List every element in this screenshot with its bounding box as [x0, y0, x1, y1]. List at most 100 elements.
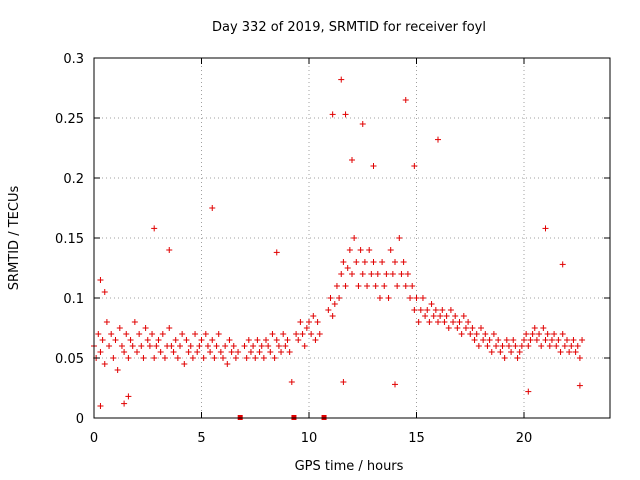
data-point: [338, 271, 345, 277]
data-point: [355, 283, 362, 289]
data-point: [518, 343, 525, 349]
data-point: [204, 343, 211, 349]
data-point: [295, 337, 302, 343]
data-point: [336, 295, 343, 301]
data-point: [510, 337, 517, 343]
data-point: [118, 343, 125, 349]
data-point: [161, 355, 168, 361]
data-point: [103, 319, 110, 325]
data-point: [269, 331, 276, 337]
data-point: [134, 349, 140, 355]
data-point: [542, 225, 549, 232]
data-point: [125, 393, 132, 400]
data-point: [432, 307, 439, 313]
data-point: [482, 331, 489, 337]
data-point: [460, 313, 467, 319]
data-point: [531, 325, 538, 331]
data-point: [450, 319, 457, 325]
data-point: [364, 283, 371, 289]
data-point: [478, 325, 484, 331]
data-point: [372, 283, 379, 289]
data-point: [497, 349, 504, 355]
data-point: [123, 331, 130, 337]
data-point: [570, 337, 577, 343]
axis-ticks: 0 0.05 0.1 0.15 0.2 0.25 0.3 0 5 10 15 20: [55, 52, 610, 446]
data-point: [559, 331, 566, 337]
data-point: [172, 337, 179, 343]
data-point: [196, 343, 203, 349]
data-point: [340, 259, 347, 265]
data-point: [97, 403, 104, 409]
data-point: [101, 289, 108, 295]
y-tick-label: 0.15: [55, 232, 84, 247]
data-point: [151, 355, 158, 361]
data-point: [576, 355, 583, 361]
data-point: [278, 349, 285, 355]
data-points: [91, 76, 586, 409]
data-point: [222, 343, 229, 349]
data-point: [564, 337, 570, 343]
data-point: [131, 319, 138, 325]
x-axis-label: GPS time / hours: [295, 459, 404, 474]
data-point: [383, 271, 390, 277]
data-point: [452, 313, 459, 319]
data-point: [258, 343, 265, 349]
data-point: [396, 235, 403, 241]
y-tick-label: 0.05: [55, 352, 84, 367]
data-point: [398, 271, 405, 277]
data-point: [280, 331, 287, 337]
data-point: [501, 355, 508, 361]
data-point: [411, 307, 418, 313]
data-point: [379, 259, 386, 265]
data-point: [129, 343, 136, 349]
data-point: [370, 259, 377, 265]
x-tick-label: 5: [197, 431, 205, 446]
x-tick-label: 15: [408, 431, 425, 446]
data-point: [312, 337, 319, 343]
data-point: [263, 337, 269, 343]
data-point: [114, 367, 121, 373]
data-point: [293, 331, 300, 337]
data-point: [417, 307, 424, 313]
data-point: [525, 343, 532, 349]
data-point: [435, 319, 441, 325]
data-point: [316, 331, 323, 337]
data-point: [366, 247, 373, 253]
data-point: [499, 343, 506, 349]
data-point: [430, 313, 437, 319]
y-tick-label: 0: [76, 412, 84, 427]
data-point: [349, 157, 355, 163]
y-axis-label: SRMTID / TECUs: [7, 186, 22, 291]
data-point: [99, 337, 106, 343]
data-point: [402, 97, 409, 103]
data-point: [142, 325, 149, 331]
data-point: [551, 331, 558, 337]
data-point: [387, 247, 394, 253]
data-point: [112, 337, 119, 343]
data-point: [536, 331, 543, 337]
data-point: [340, 379, 347, 385]
data-point: [202, 331, 209, 337]
data-point: [572, 349, 579, 355]
data-point: [503, 337, 510, 343]
data-point: [325, 307, 332, 313]
data-point: [333, 283, 340, 289]
data-point: [443, 313, 450, 319]
data-point: [533, 337, 540, 343]
data-point: [168, 343, 175, 349]
data-point: [121, 400, 128, 407]
data-point: [349, 271, 355, 277]
data-point: [473, 331, 480, 337]
data-point: [110, 355, 117, 361]
data-point: [353, 259, 360, 265]
data-point: [338, 76, 345, 83]
data-point: [342, 111, 349, 118]
data-point: [228, 349, 235, 355]
data-point: [217, 349, 224, 355]
data-point: [235, 349, 242, 355]
data-point: [116, 325, 123, 331]
data-point: [512, 343, 519, 349]
data-point: [226, 337, 233, 343]
data-point: [370, 163, 377, 169]
